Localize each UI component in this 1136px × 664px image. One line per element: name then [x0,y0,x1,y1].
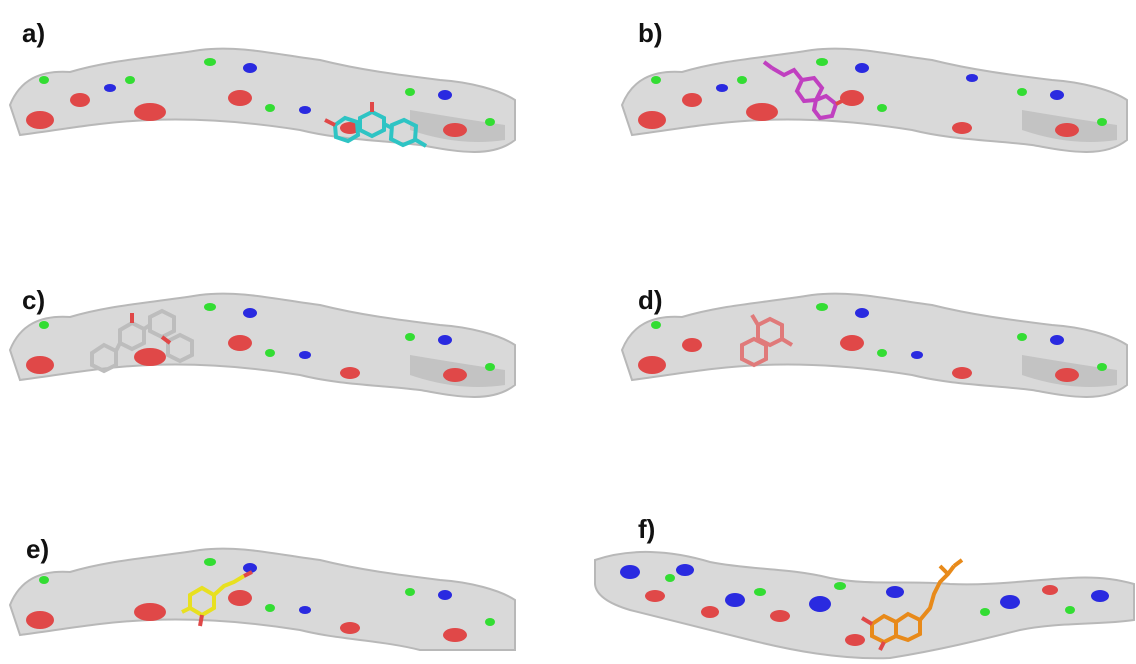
ligand-yellow [181,570,253,627]
panel-label-e: e) [26,534,50,564]
panel-label-d: d) [638,285,663,315]
panel-e: e) [0,500,520,651]
ligand-cyan [324,102,428,148]
ligand-magenta [762,60,845,121]
molecular-surface-c [8,292,516,398]
panel-c: c) [0,245,520,398]
panel-label-b: b) [638,18,663,48]
panel-label-c: c) [22,285,46,315]
molecular-surface-f [594,550,1135,660]
ligand-salmon [740,313,794,368]
panel-label-f: f) [638,514,656,544]
molecular-surface-e [8,547,516,651]
molecular-surface-b [620,47,1128,153]
panel-a: a) [0,0,520,153]
panel-d: d) [612,245,1132,398]
ligand-orange [860,558,964,651]
panel-f: f) [590,500,1136,664]
panel-label-a: a) [22,18,46,48]
panel-b: b) [612,0,1132,153]
molecular-surface-a [8,47,516,153]
ligand-grey [90,308,194,374]
molecular-surface-d [620,292,1128,398]
